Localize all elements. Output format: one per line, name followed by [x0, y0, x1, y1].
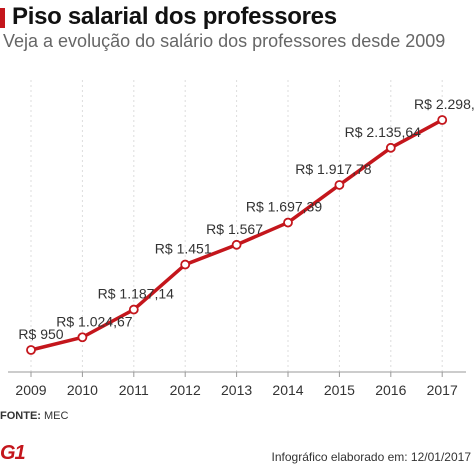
- data-point: [231, 239, 242, 250]
- x-tick-label: 2011: [119, 382, 149, 398]
- data-label: R$ 1.187,14: [98, 286, 174, 302]
- data-point: [180, 259, 191, 270]
- data-label: R$ 1.567: [206, 221, 263, 237]
- data-label: R$ 1.697,39: [246, 199, 322, 215]
- data-point: [283, 217, 293, 228]
- title-accent-bar: [0, 8, 5, 28]
- chart-subtitle: Veja a evolução do salário dos professor…: [3, 31, 446, 51]
- x-tick-label: 2009: [15, 382, 46, 398]
- data-point: [128, 304, 139, 315]
- x-tick-label: 2012: [170, 382, 201, 398]
- g1-logo: G1: [0, 442, 26, 464]
- x-tick-label: 2016: [375, 382, 406, 398]
- data-point: [77, 332, 88, 343]
- data-point: [437, 115, 448, 125]
- data-label: R$ 1.451: [155, 241, 212, 257]
- data-label: R$ 1.024,67: [56, 313, 132, 329]
- x-tick-label: 2017: [427, 382, 458, 398]
- data-point: [334, 180, 345, 190]
- data-label: R$ 2.135,64: [345, 124, 421, 140]
- source-note: FONTE: MEC: [0, 410, 68, 422]
- x-tick-label: 2015: [324, 382, 355, 398]
- data-point: [26, 345, 36, 355]
- x-tick-label: 2013: [221, 382, 252, 398]
- credit-note: Infográfico elaborado em: 12/01/2017: [271, 450, 471, 464]
- x-tick-label: 2014: [272, 382, 303, 398]
- source-value: MEC: [44, 410, 69, 422]
- x-tick-label: 2010: [67, 382, 98, 398]
- source-label: FONTE:: [0, 410, 41, 422]
- data-label: R$ 1.917,78: [295, 161, 371, 177]
- data-label: R$ 950: [18, 326, 63, 342]
- data-label: R$ 2.298,80: [414, 96, 475, 112]
- data-point: [385, 142, 396, 153]
- chart-title: Piso salarial dos professores: [12, 3, 337, 30]
